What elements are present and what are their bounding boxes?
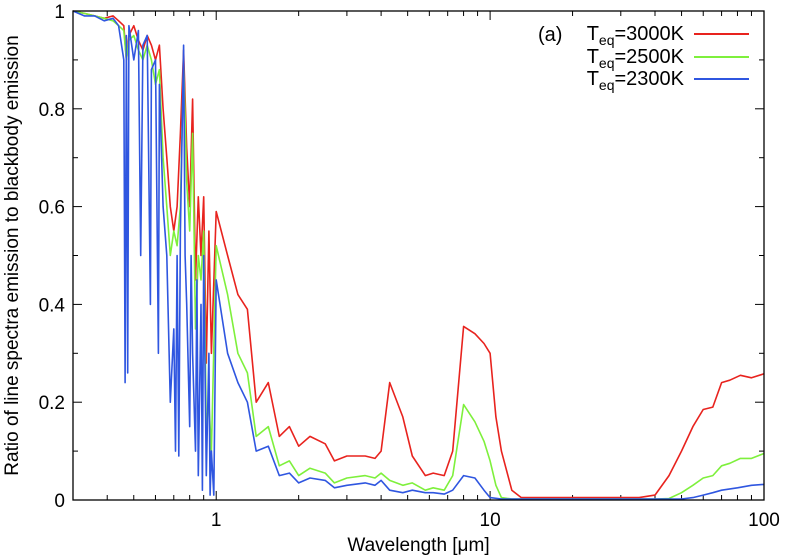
series-line-3 <box>72 10 765 500</box>
y-tick-label: 0.2 <box>39 393 65 414</box>
legend-label-1: Teq=3000K <box>587 23 685 48</box>
x-tick-label: 10 <box>480 510 501 531</box>
y-tick-label: 0.6 <box>39 198 65 219</box>
series-line-1 <box>72 10 765 499</box>
legend-label-3: Teq=2300K <box>587 68 685 93</box>
legend-label-2: Teq=2500K <box>587 46 685 71</box>
x-tick-label: 100 <box>748 510 780 531</box>
y-tick-label: 1 <box>54 2 65 23</box>
series-lines <box>72 10 765 500</box>
y-tick-label: 0 <box>54 491 65 512</box>
panel-annotation: (a) <box>538 24 562 46</box>
plot-frame <box>72 10 765 501</box>
tick-labels: 0 0.2 0.4 0.6 0.8 1 1 10 100 <box>39 2 780 531</box>
y-axis-title: Ratio of line spectra emission to blackb… <box>2 35 23 475</box>
x-tick-label: 1 <box>211 510 222 531</box>
x-axis-title: Wavelength [μm] <box>347 535 489 556</box>
y-tick-label: 0.4 <box>39 295 66 316</box>
y-tick-label: 0.8 <box>39 100 65 121</box>
